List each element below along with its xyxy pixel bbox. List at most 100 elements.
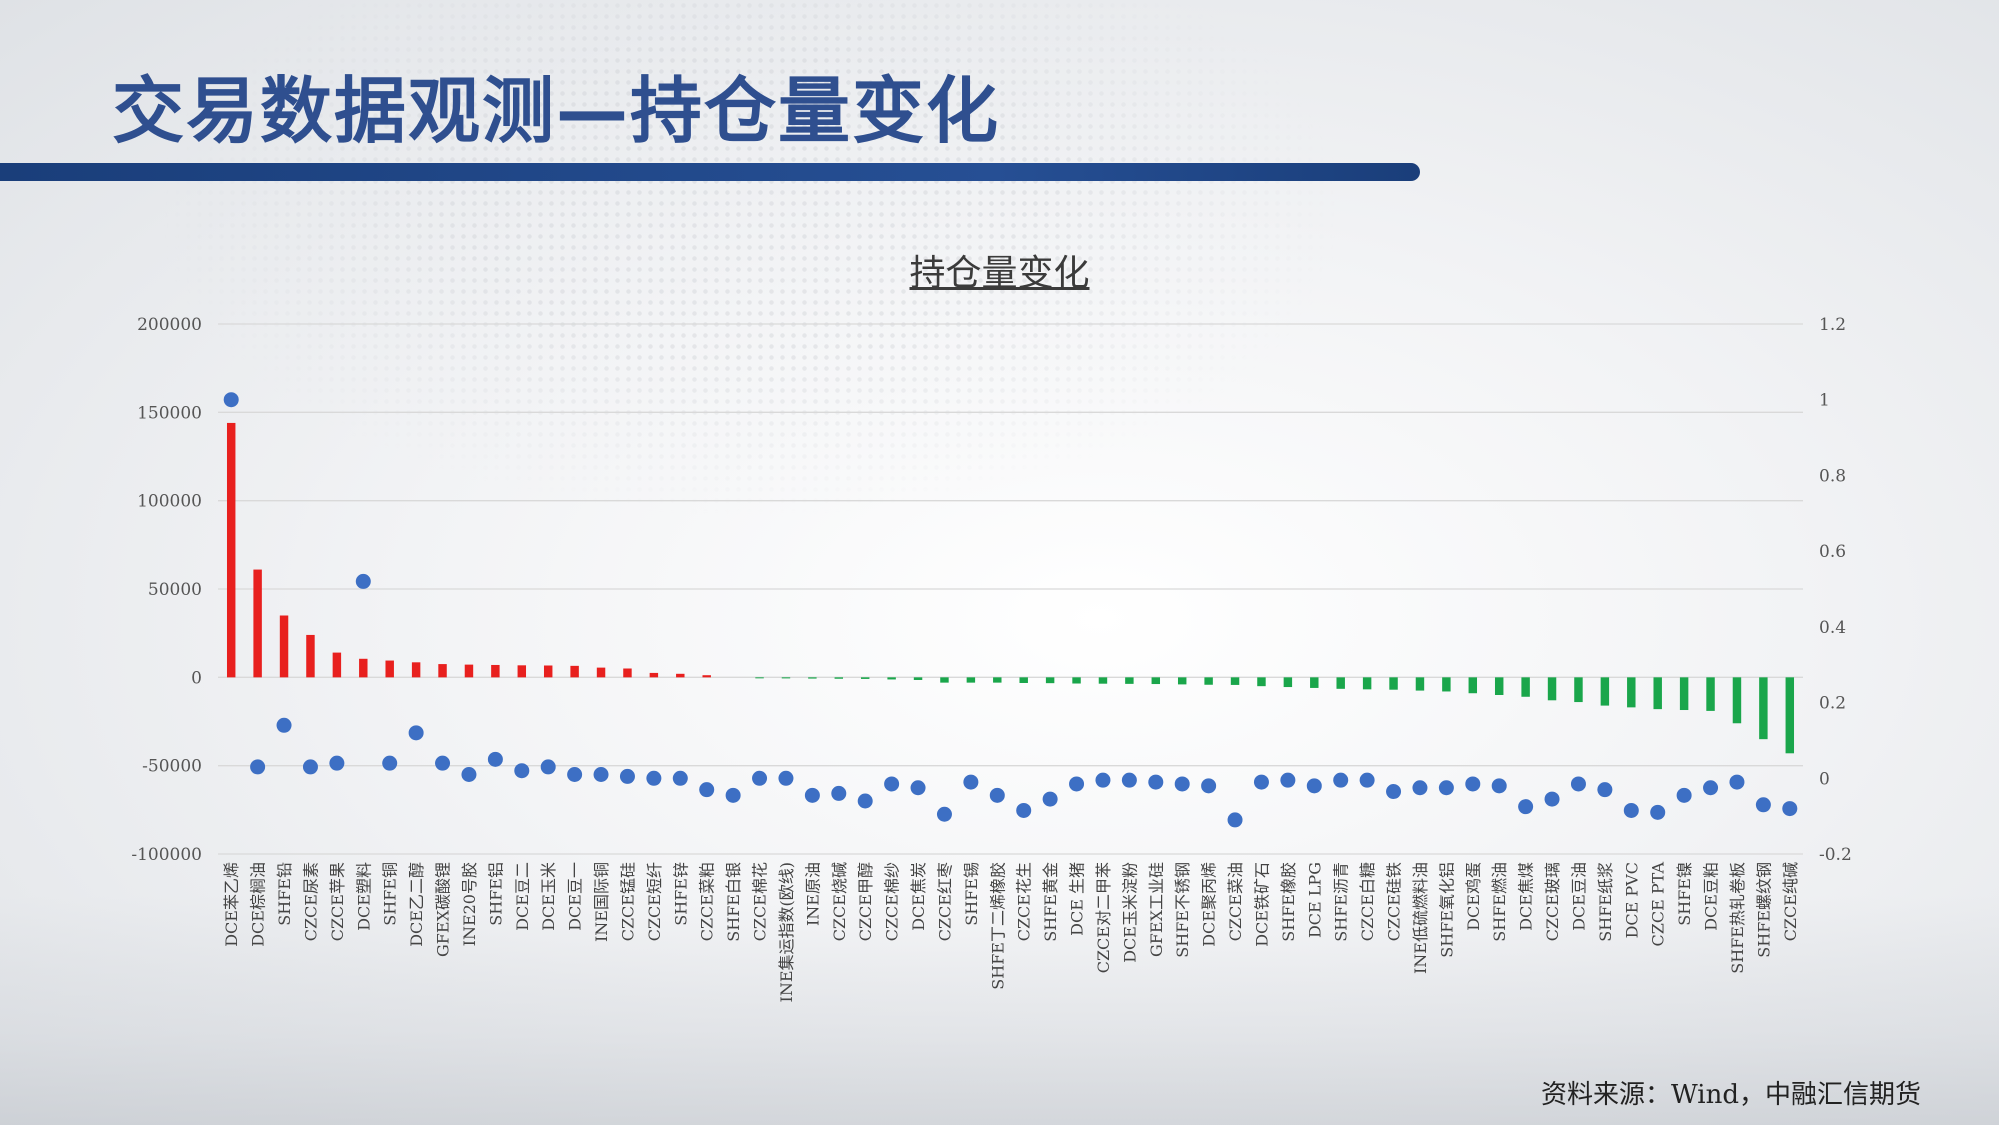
data-point <box>355 573 371 589</box>
x-tick-label: DCE豆油 <box>1569 862 1588 931</box>
bar <box>993 677 1002 683</box>
bar <box>834 677 844 679</box>
x-tick-label: CZCE纯碱 <box>1781 862 1800 941</box>
data-point <box>989 787 1005 803</box>
bar <box>676 673 685 678</box>
x-tick-label: DCE棕榈油 <box>249 862 268 947</box>
x-tick-label: GFEX碳酸锂 <box>434 862 453 957</box>
title-underline-bar <box>0 163 1420 181</box>
y-right-tick-label: 0.6 <box>1819 542 1846 562</box>
bar <box>1547 677 1557 701</box>
bar <box>966 677 976 683</box>
data-point <box>1386 784 1402 800</box>
x-tick-label: CZCE短纤 <box>645 862 664 941</box>
x-tick-label: CZCE菜油 <box>1226 862 1245 941</box>
data-point <box>778 770 794 786</box>
data-point <box>1121 772 1137 788</box>
x-tick-label: SHFE螺纹钢 <box>1754 862 1773 958</box>
data-point <box>1333 772 1349 788</box>
x-tick-label: SHFE燃油 <box>1490 862 1509 942</box>
bar <box>702 675 711 678</box>
data-point <box>1597 782 1613 798</box>
x-tick-label: CZCE棉花 <box>751 862 770 941</box>
bar <box>1521 677 1530 697</box>
bar <box>411 662 421 678</box>
data-point <box>1016 802 1032 818</box>
data-point <box>329 755 345 771</box>
data-point <box>1544 791 1560 807</box>
bar <box>1389 677 1398 690</box>
data-point <box>699 782 715 798</box>
bar <box>1310 677 1319 688</box>
bar <box>1600 677 1610 706</box>
data-point <box>1201 778 1217 794</box>
data-point <box>725 787 741 803</box>
bar <box>570 665 579 678</box>
y-right-tick-label: 0.2 <box>1819 694 1846 714</box>
x-tick-label: DCE豆二 <box>513 862 532 931</box>
data-point <box>910 780 926 796</box>
bar <box>860 677 870 679</box>
data-point <box>1729 774 1745 790</box>
x-tick-label: SHFE白银 <box>724 862 743 942</box>
bar <box>1785 677 1795 754</box>
data-point <box>223 392 239 408</box>
data-point <box>1703 780 1719 796</box>
x-tick-label: DCE豆一 <box>566 862 585 931</box>
bar <box>1653 677 1662 710</box>
bar <box>1230 677 1240 685</box>
data-point <box>1069 776 1085 792</box>
x-tick-label: CZCE菜粕 <box>698 862 717 941</box>
x-tick-label: CZCE PTA <box>1649 862 1668 947</box>
data-point <box>540 759 556 775</box>
data-point <box>250 759 266 775</box>
bar <box>1362 677 1372 690</box>
x-tick-label: DCE焦煤 <box>1517 862 1536 931</box>
x-tick-label: DCE焦炭 <box>909 862 928 931</box>
bar <box>1415 677 1425 691</box>
x-tick-label: SHFE沥青 <box>1332 862 1351 942</box>
data-point <box>1253 774 1269 790</box>
data-point <box>619 768 635 784</box>
x-tick-label: INE原油 <box>803 862 822 926</box>
x-tick-label: DCE铁矿石 <box>1252 862 1271 947</box>
bar <box>1706 677 1715 711</box>
bar <box>359 658 368 678</box>
x-tick-label: SHFE不锈钢 <box>1173 862 1192 958</box>
x-tick-label: CZCE烧碱 <box>830 862 849 941</box>
bar <box>1151 677 1161 685</box>
bottom-decoration <box>0 895 1999 1125</box>
bar <box>491 664 500 678</box>
bar <box>1442 677 1451 692</box>
y-right-tick-label: 0.8 <box>1819 466 1846 486</box>
bar <box>332 652 342 678</box>
data-point <box>276 717 292 733</box>
data-point <box>1491 778 1507 794</box>
data-point <box>1306 778 1322 794</box>
data-point <box>514 763 530 779</box>
data-point <box>487 751 503 767</box>
bar <box>940 677 949 683</box>
bar <box>649 672 659 678</box>
bar <box>755 677 764 679</box>
y-left-tick-label: 100000 <box>137 492 202 512</box>
bar <box>1732 677 1742 724</box>
data-point <box>1676 787 1692 803</box>
bar <box>385 660 394 678</box>
x-tick-label: DCE PVC <box>1622 862 1641 938</box>
data-point <box>804 787 820 803</box>
x-tick-label: DCE豆粕 <box>1702 862 1721 931</box>
bar <box>1019 677 1028 683</box>
data-point <box>1412 780 1428 796</box>
data-point <box>1359 772 1375 788</box>
bar <box>1045 677 1055 684</box>
x-tick-label: INE集运指数(欧线) <box>777 862 796 1003</box>
x-tick-label: DCE苯乙烯 <box>222 862 241 947</box>
bar <box>306 634 315 678</box>
x-tick-label: CZCE玻璃 <box>1543 862 1562 941</box>
data-point <box>1174 776 1190 792</box>
bar <box>1627 677 1636 708</box>
bar <box>1468 677 1478 694</box>
data-point <box>1438 780 1454 796</box>
y-right-tick-label: -0.2 <box>1819 845 1852 865</box>
